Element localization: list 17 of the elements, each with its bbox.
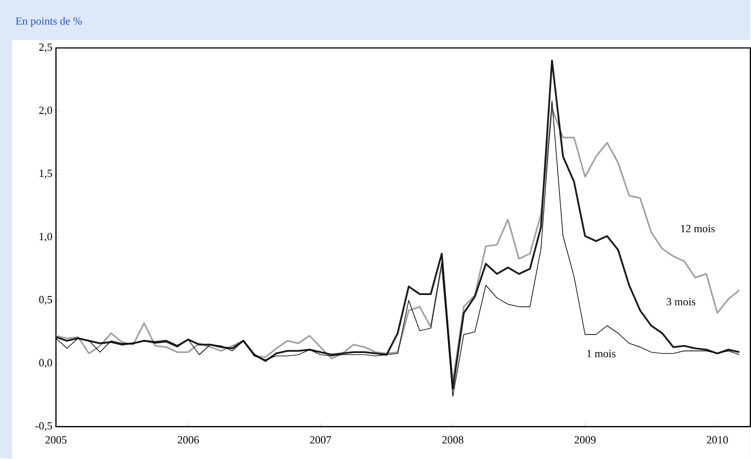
y-tick-label: 2,0 [39, 106, 52, 116]
x-tick-label: 2009 [574, 436, 596, 444]
y-tick-label: -0,5 [36, 422, 52, 432]
x-tick-label: 2006 [178, 436, 199, 444]
annotation: 12 mois [681, 225, 715, 232]
y-tick-label: 0,0 [39, 359, 52, 368]
annotation: 3 mois [666, 298, 696, 306]
x-tick-label: 2010 [706, 436, 728, 444]
x-tick-label: 2005 [46, 436, 66, 444]
y-tick-label: 1,5 [40, 170, 52, 179]
chart-title: En points de % [16, 17, 82, 28]
x-tick-label: 2007 [310, 436, 332, 444]
y-tick-label: 1,0 [40, 233, 52, 242]
annotation: 1 mois [587, 350, 616, 358]
x-tick-label: 2008 [442, 436, 464, 444]
y-tick-label: 2,5 [39, 44, 52, 53]
y-tick-label: 0,5 [39, 296, 52, 306]
